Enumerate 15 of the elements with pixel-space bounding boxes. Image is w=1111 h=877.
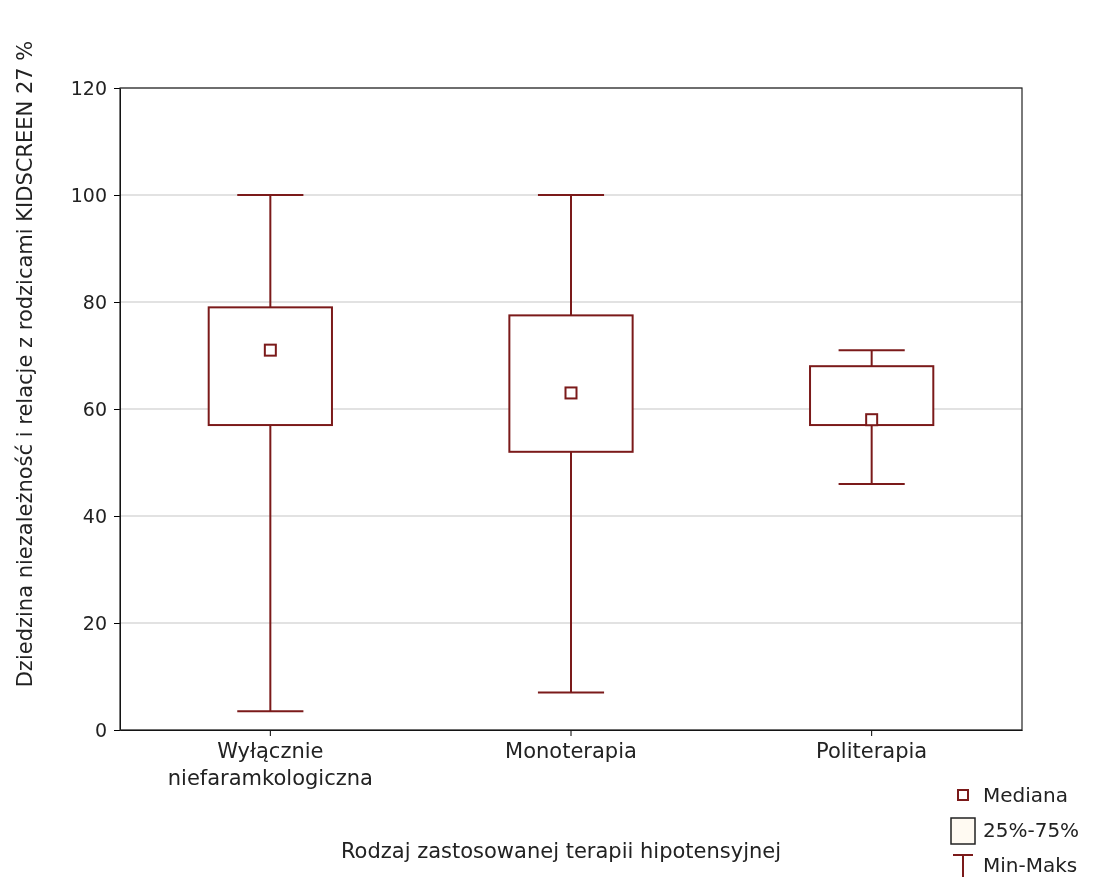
x-tick-label: Politerapia — [816, 739, 928, 763]
text: Min-Maks — [983, 853, 1078, 877]
x-tick-label: Wyłącznie niefaramkologiczna — [167, 739, 373, 791]
text: 25%-75% — [983, 818, 1080, 842]
y-tick-label: 100 — [70, 183, 107, 206]
y-tick-label: 80 — [82, 290, 107, 313]
y-tick-label: 40 — [82, 504, 107, 527]
x-tick-label: Monoterapia — [505, 739, 637, 763]
text: Mediana — [983, 783, 1068, 807]
x-axis-title: Rodzaj zastosowanej terapii hipotensyjnej — [340, 839, 782, 863]
y-tick-label: 60 — [82, 397, 107, 420]
y-axis-title: Dziedzina niezależność i relacje z rodzicami KIDSCREEN 27 % — [13, 40, 37, 688]
y-tick-label: 120 — [70, 76, 107, 99]
y-tick-label: 0 — [94, 718, 107, 741]
y-tick-label: 20 — [82, 611, 107, 634]
